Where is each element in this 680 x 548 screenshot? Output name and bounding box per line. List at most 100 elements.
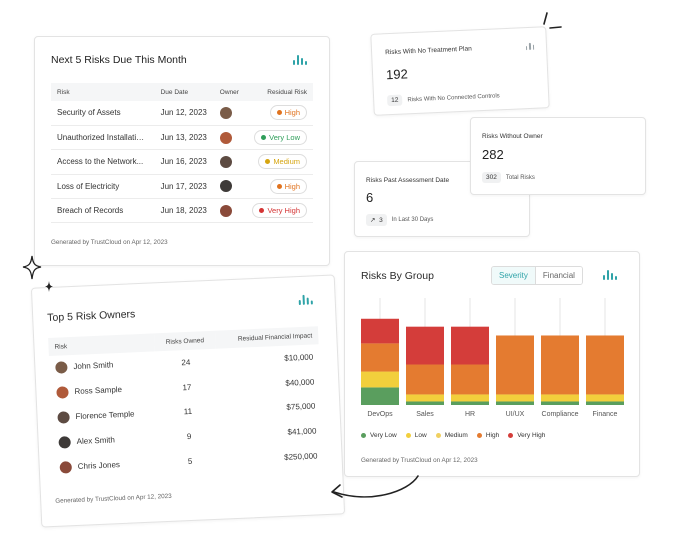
tab-severity[interactable]: Severity — [492, 267, 536, 284]
legend-label: High — [485, 432, 500, 439]
financial-impact: $250,000 — [283, 451, 318, 462]
avatar — [219, 131, 232, 144]
avatar — [58, 435, 71, 449]
table-row[interactable]: Security of Assets Jun 12, 2023 High — [51, 101, 313, 126]
bar-segment-very-low[interactable] — [451, 401, 489, 405]
bar-segment-very-high[interactable] — [406, 326, 444, 365]
legend-dot — [361, 433, 366, 438]
bar-segment-low[interactable] — [361, 371, 399, 388]
bar-segment-high[interactable] — [406, 364, 444, 395]
level-dot — [265, 159, 271, 165]
risk-owners-footer: Generated by TrustCloud on Apr 12, 2023 — [55, 492, 172, 505]
bar-segment-high[interactable] — [361, 343, 399, 372]
no-treatment-card: Risks With No Treatment Plan 192 12 Risk… — [370, 26, 550, 116]
bar-segment-low[interactable] — [496, 394, 534, 402]
tab-financial[interactable]: Financial — [535, 267, 582, 284]
avatar — [219, 155, 232, 168]
risk-owners-card: Top 5 Risk Owners Risk Risks Owned Resid… — [30, 274, 346, 528]
bar-segment-low[interactable] — [541, 394, 579, 402]
owner-name: John Smith — [73, 360, 114, 372]
doodle-mark — [543, 12, 562, 29]
past-assessment-value: 6 — [366, 190, 374, 205]
risk-name: Breach of Records — [51, 198, 155, 224]
due-date: Jun 18, 2023 — [154, 198, 214, 224]
chart-icon[interactable] — [293, 55, 307, 65]
owner-cell — [213, 125, 246, 151]
legend-label: Medium — [444, 432, 468, 439]
bar-segment-very-low[interactable] — [361, 387, 399, 405]
chart-icon[interactable] — [525, 40, 535, 51]
x-tick-label: HR — [465, 411, 475, 418]
without-owner-label: Risks Without Owner — [482, 133, 543, 140]
view-toggle: Severity Financial — [491, 266, 583, 285]
legend-label: Very Low — [370, 432, 397, 439]
bar-segment-low[interactable] — [406, 394, 444, 402]
table-row[interactable]: Unauthorized Installation... Jun 13, 2023… — [51, 125, 313, 151]
risk-level-label: High — [284, 108, 300, 118]
risks-due-title: Next 5 Risks Due This Month — [51, 54, 187, 66]
risk-name: Security of Assets — [51, 101, 155, 126]
risk-level-badge: High — [269, 105, 307, 121]
legend-item[interactable]: High — [476, 432, 500, 439]
no-treatment-chip: 12 — [386, 94, 403, 107]
col-residual-risk: Residual Risk — [245, 83, 313, 101]
avatar — [55, 361, 68, 375]
table-row[interactable]: Access to the Network... Jun 16, 2023 Medi… — [51, 149, 313, 175]
legend-dot — [476, 433, 482, 438]
table-row[interactable]: Breach of Records Jun 18, 2023 Very High — [51, 198, 313, 224]
risks-owned: 17 — [182, 382, 192, 392]
legend-dot — [435, 433, 441, 438]
avatar — [219, 106, 232, 119]
table-row[interactable]: Loss of Electricity Jun 17, 2023 High — [51, 174, 313, 200]
legend-item[interactable]: Medium — [435, 432, 468, 439]
bar-segment-very-low[interactable] — [406, 401, 444, 405]
risks-owned: 9 — [186, 432, 192, 442]
bar-segment-low[interactable] — [451, 394, 489, 402]
risks-by-group-footer: Generated by TrustCloud on Apr 12, 2023 — [361, 457, 478, 464]
no-treatment-value: 192 — [385, 66, 409, 83]
bar-segment-very-low[interactable] — [496, 401, 534, 405]
bar-segment-high[interactable] — [496, 335, 534, 395]
sparkle-icon — [22, 255, 53, 292]
chart-icon[interactable] — [298, 294, 313, 306]
avatar — [219, 180, 232, 193]
bar-segment-very-low[interactable] — [586, 401, 624, 405]
owner-name: Florence Temple — [75, 409, 135, 422]
due-date: Jun 17, 2023 — [154, 174, 214, 200]
risks-due-table: Risk Due Date Owner Residual Risk Securi… — [51, 83, 313, 224]
risks-by-group-card: Risks By Group Severity Financial DevOps… — [344, 251, 640, 477]
owner-cell — [213, 101, 246, 126]
risks-due-footer: Generated by TrustCloud on Apr 12, 2023 — [51, 239, 168, 246]
residual-risk-cell: Very Low — [245, 125, 313, 151]
risks-owned: 11 — [183, 407, 193, 417]
risk-level-badge: Medium — [258, 154, 307, 170]
without-owner-sub: 302 Total Risks — [482, 172, 535, 183]
level-dot — [276, 110, 282, 116]
bar-segment-low[interactable] — [586, 394, 624, 402]
bar-segment-high[interactable] — [586, 335, 624, 395]
bar-segment-very-low[interactable] — [541, 401, 579, 405]
bar-segment-very-high[interactable] — [361, 318, 399, 344]
legend-item[interactable]: Low — [405, 432, 427, 439]
risks-owned: 24 — [181, 357, 191, 368]
bar-segment-high[interactable] — [541, 335, 579, 395]
risk-level-badge: Very Low — [254, 130, 307, 146]
bar-segment-very-high[interactable] — [451, 326, 489, 365]
risk-level-badge: Very High — [252, 203, 307, 219]
without-owner-sub-text: Total Risks — [505, 174, 535, 181]
legend-item[interactable]: Very High — [508, 432, 545, 439]
bar-segment-high[interactable] — [451, 364, 489, 395]
risk-level-label: Very Low — [269, 133, 300, 143]
past-assessment-label: Risks Past Assessment Date — [366, 177, 450, 184]
legend-label: Very High — [517, 432, 546, 439]
chart-icon[interactable] — [603, 270, 617, 280]
risk-level-badge: High — [269, 178, 307, 194]
chart-legend: Very Low Low Medium High Very High — [361, 432, 545, 439]
residual-risk-cell: Very High — [245, 198, 313, 224]
due-date: Jun 13, 2023 — [154, 125, 214, 151]
arrow-doodle — [331, 475, 419, 498]
legend-item[interactable]: Very Low — [361, 432, 397, 439]
without-owner-value: 282 — [482, 147, 504, 162]
legend-dot — [405, 433, 411, 438]
risks-by-group-title: Risks By Group — [361, 270, 434, 282]
